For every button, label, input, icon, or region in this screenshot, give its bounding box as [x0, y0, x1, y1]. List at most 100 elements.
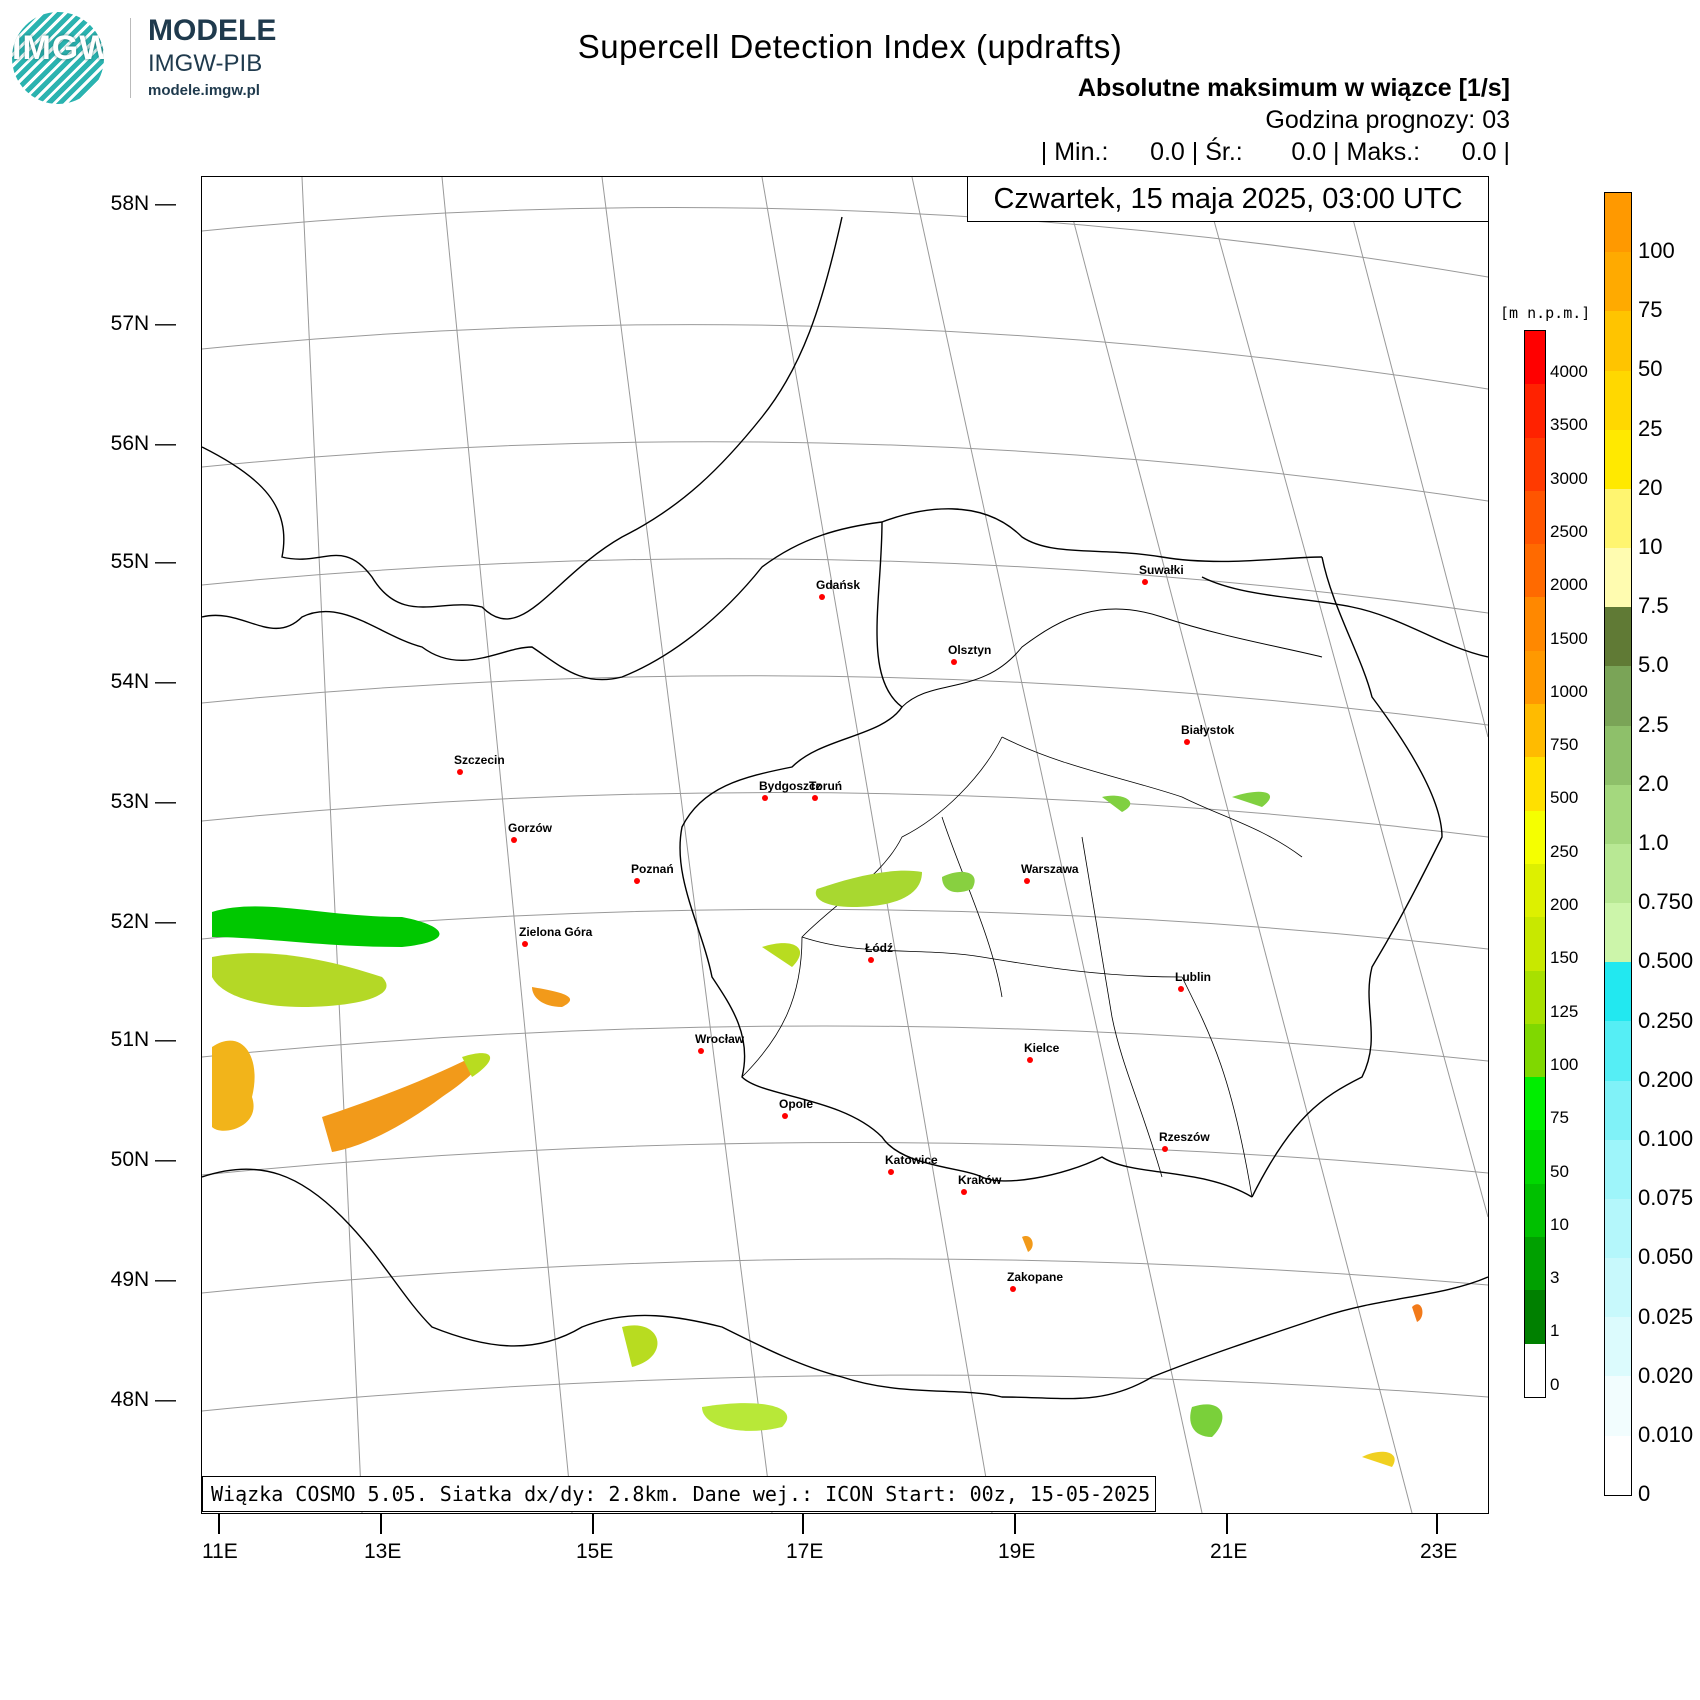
sdi-tick: 75	[1638, 297, 1663, 323]
map-subtitle: Absolutne maksimum w wiązce [1/s]	[1077, 74, 1510, 102]
elevation-tick: 75	[1550, 1108, 1569, 1128]
sdi-tick: 0.100	[1638, 1126, 1694, 1151]
lat-label: 53N —	[110, 790, 176, 813]
sdi-tick: 0.750	[1638, 889, 1694, 915]
sdi-color-step	[1605, 311, 1631, 371]
brand-title: MODELE	[148, 14, 277, 47]
map-canvas	[202, 177, 1488, 1513]
city-label: Kielce	[1024, 1041, 1060, 1055]
city-label: Łódź	[865, 941, 893, 955]
sdi-color-step	[1605, 903, 1631, 963]
city-label: Lublin	[1175, 970, 1211, 984]
date-box: Czwartek, 15 maja 2025, 03:00 UTC	[967, 176, 1489, 222]
sdi-colorbar	[1604, 192, 1632, 1496]
elevation-tick: 2000	[1550, 575, 1588, 595]
sdi-color-step	[1605, 1317, 1631, 1377]
elevation-color-step	[1525, 490, 1545, 545]
lon-label: 21E	[1210, 1540, 1248, 1563]
sdi-tick: 0.075	[1638, 1185, 1694, 1211]
elevation-colorbar	[1524, 330, 1546, 1398]
city-dot	[762, 795, 768, 801]
elevation-tick: 1	[1550, 1321, 1560, 1341]
sdi-tick: 2.0	[1638, 770, 1669, 796]
city-label: Kraków	[958, 1173, 1002, 1187]
city-dot	[812, 795, 818, 801]
logo-text: IMGW	[12, 29, 104, 67]
lat-label: 54N —	[110, 670, 176, 693]
elevation-tick: 100	[1550, 1054, 1579, 1074]
elevation-color-step	[1525, 437, 1545, 491]
sdi-color-step	[1605, 488, 1631, 549]
sdi-color-step	[1605, 666, 1631, 726]
city-label: Zakopane	[1007, 1270, 1064, 1284]
city-label: Toruń	[809, 779, 843, 793]
city-label: Rzeszów	[1159, 1130, 1210, 1144]
sdi-tick: 1.0	[1638, 830, 1669, 855]
elevation-tick: 1000	[1550, 681, 1588, 701]
city-label: Katowice	[885, 1153, 938, 1167]
sdi-color-step	[1605, 1021, 1631, 1081]
forecast-hour: Godzina prognozy: 03	[1265, 106, 1510, 134]
lon-label: 15E	[576, 1540, 614, 1563]
sdi-color-step	[1605, 1258, 1631, 1318]
city-label: Bydgoszcz	[759, 779, 822, 793]
lon-label: 23E	[1420, 1540, 1458, 1563]
elevation-color-step	[1525, 1023, 1545, 1078]
elevation-tick: 50	[1550, 1161, 1569, 1181]
lon-label: 19E	[998, 1540, 1036, 1563]
precipitation-cells	[212, 791, 1423, 1467]
city-label: Gdańsk	[816, 578, 861, 592]
sdi-tick: 25	[1638, 415, 1663, 441]
elevation-tick: 0	[1550, 1374, 1560, 1394]
lon-label: 17E	[786, 1540, 824, 1563]
lat-label: 48N —	[110, 1388, 176, 1411]
sdi-color-step	[1605, 1139, 1631, 1199]
lat-label: 51N —	[110, 1028, 176, 1051]
lon-label: 13E	[364, 1540, 402, 1563]
sdi-tick: 5.0	[1638, 652, 1669, 678]
model-info: Wiązka COSMO 5.05. Siatka dx/dy: 2.8km. …	[202, 1476, 1156, 1512]
elevation-color-step	[1525, 863, 1545, 918]
elevation-tick: 1500	[1550, 628, 1588, 648]
elevation-tick: 200	[1550, 895, 1579, 914]
lat-label: 52N —	[110, 910, 176, 933]
stats-line: | Min.: 0.0 | Śr.: 0.0 | Maks.: 0.0 |	[1040, 138, 1510, 166]
elevation-tick: 4000	[1550, 362, 1588, 381]
city-dot	[1027, 1057, 1033, 1063]
city-dot	[511, 837, 517, 843]
city-dot	[634, 878, 640, 884]
city-dot	[1184, 739, 1190, 745]
city-label: Gorzów	[508, 821, 552, 835]
elevation-tick: 250	[1550, 841, 1579, 861]
sdi-color-step	[1605, 548, 1631, 608]
city-dot	[951, 659, 957, 665]
sdi-color-step	[1605, 725, 1631, 785]
sdi-color-step	[1605, 1080, 1631, 1140]
sdi-tick: 0.500	[1638, 948, 1694, 974]
sdi-color-step	[1605, 843, 1631, 904]
map-title: Supercell Detection Index (updrafts)	[577, 28, 1123, 65]
sdi-tick: 0.010	[1638, 1422, 1694, 1447]
elevation-color-step	[1525, 384, 1545, 438]
lon-tick	[802, 1514, 804, 1534]
sdi-color-step	[1605, 962, 1631, 1022]
elevation-unit: [m n.p.m.]	[1500, 304, 1591, 322]
elevation-tick: 750	[1550, 735, 1579, 755]
elevation-tick: 3	[1550, 1268, 1560, 1288]
city-label: Opole	[779, 1097, 814, 1111]
lon-tick	[592, 1514, 594, 1534]
lat-label: 50N —	[110, 1148, 176, 1171]
city-dot	[1178, 986, 1184, 992]
lat-label: 55N —	[110, 550, 176, 573]
sdi-tick: 0.200	[1638, 1066, 1694, 1092]
city-dot	[522, 941, 528, 947]
city-label: Zielona Góra	[519, 925, 593, 939]
elevation-color-step	[1525, 810, 1545, 864]
sdi-tick: 0.250	[1638, 1007, 1694, 1033]
elevation-tick: 500	[1550, 788, 1579, 808]
sdi-tick: 50	[1638, 356, 1663, 382]
elevation-tick: 2500	[1550, 521, 1588, 541]
map-area: Gdańsk Suwałki Olsztyn Białystok Szczecin Byd…	[201, 176, 1489, 1514]
elevation-tick: 3500	[1550, 415, 1588, 435]
sdi-color-step	[1605, 1376, 1631, 1436]
